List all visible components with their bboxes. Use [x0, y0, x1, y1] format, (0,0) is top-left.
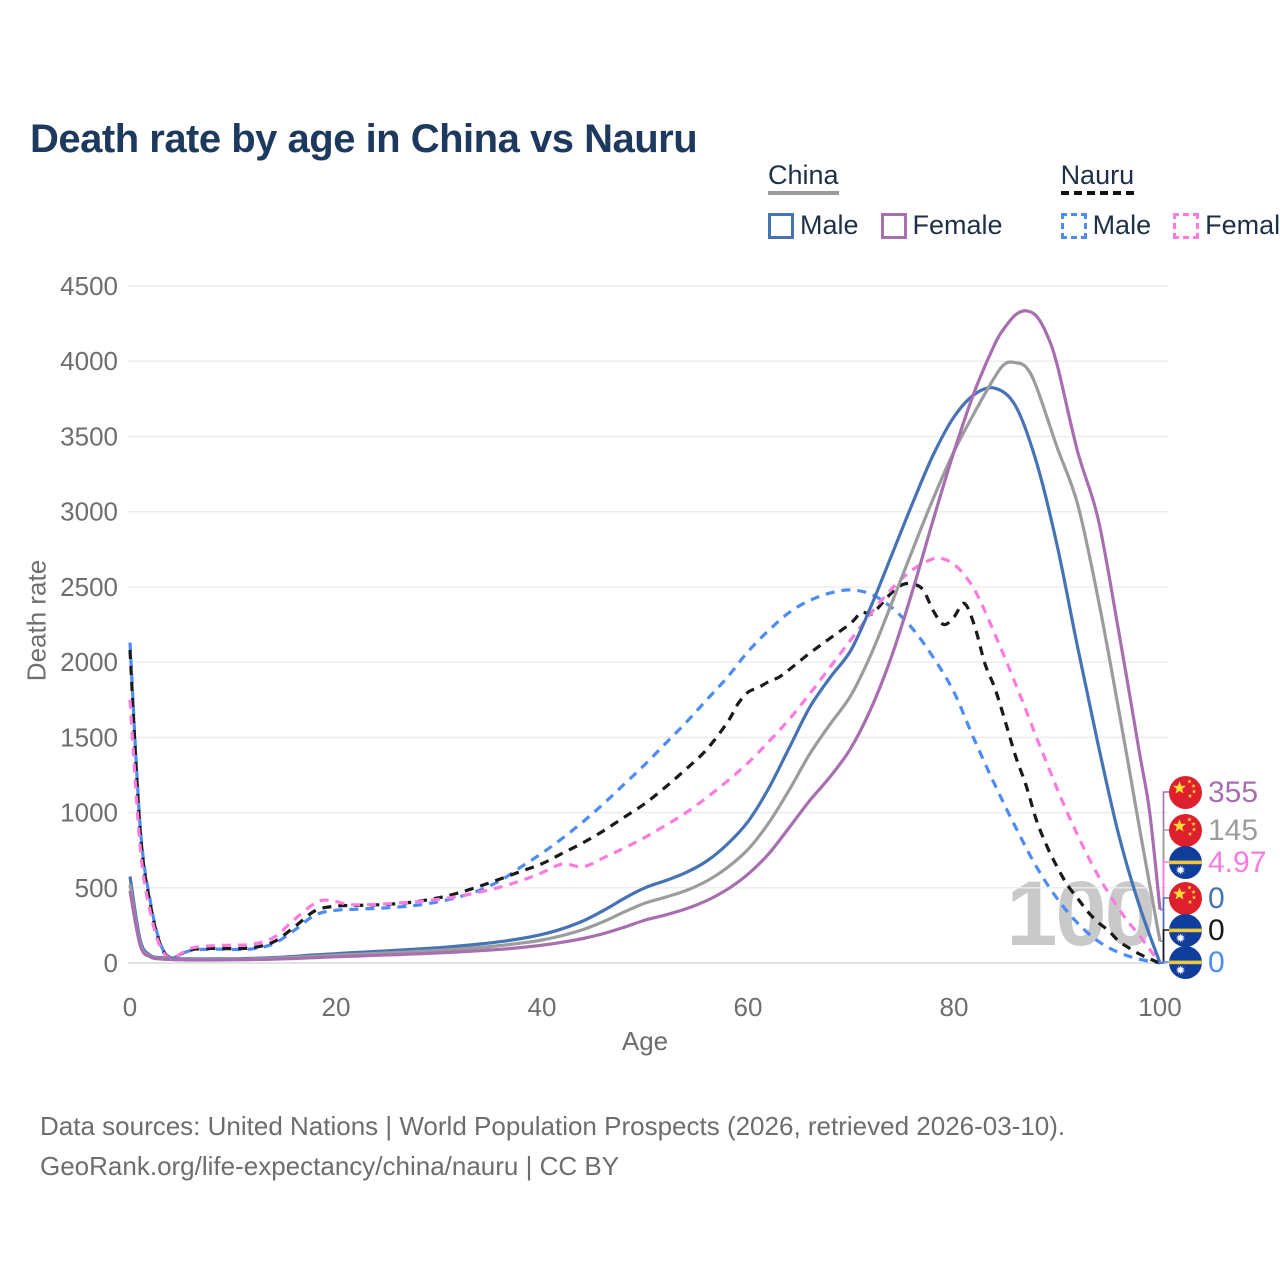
- nauru-flag-icon: [1169, 945, 1202, 979]
- x-tick-label: 80: [940, 992, 969, 1022]
- end-label-china-female: 355: [1169, 775, 1259, 809]
- china-female-swatch-icon: [880, 212, 907, 239]
- x-axis-title: Age: [622, 1026, 668, 1056]
- legend-group-nauru-text: Nauru: [1060, 160, 1135, 190]
- legend-group-nauru: Nauru Male Female: [1060, 160, 1280, 241]
- china-male-swatch-icon: [768, 212, 794, 239]
- y-tick-label: 2000: [60, 647, 118, 677]
- legend-item-china-female[interactable]: Female: [880, 210, 1003, 241]
- end-value: 0: [1208, 945, 1225, 979]
- x-tick-label: 0: [123, 992, 137, 1022]
- series-line-nauru-female: [128, 556, 1162, 964]
- y-tick-label: 0: [104, 948, 118, 978]
- y-tick-label: 1500: [60, 722, 118, 752]
- china-flag-icon: [1169, 775, 1202, 809]
- data-source-line: Data sources: United Nations | World Pop…: [40, 1111, 1066, 1141]
- legend-group-china-label: China: [768, 160, 839, 201]
- legend-group-china: China Male Female: [768, 160, 1003, 241]
- legend-china-line-sample: [768, 191, 839, 195]
- y-tick-label: 2500: [60, 572, 118, 602]
- y-tick-label: 4000: [60, 346, 118, 376]
- x-tick-label: 20: [322, 992, 351, 1022]
- china-flag-icon: [1169, 881, 1202, 915]
- end-label-nauru-female: 4.97: [1169, 845, 1267, 879]
- license-line: GeoRank.org/life-expectancy/china/nauru …: [40, 1151, 620, 1181]
- end-label-china-both: 145: [1169, 813, 1259, 847]
- legend-item-label: Male: [1092, 210, 1152, 240]
- y-tick-label: 3500: [60, 421, 118, 451]
- legend-item-nauru-male[interactable]: Male: [1060, 210, 1152, 241]
- end-value: 145: [1208, 813, 1259, 847]
- legend-item-label: Male: [800, 210, 859, 240]
- y-tick-label: 3000: [60, 497, 118, 527]
- end-label-connector: [1160, 961, 1171, 964]
- legend-item-china-male[interactable]: Male: [768, 210, 859, 241]
- series-line-china-both: [128, 360, 1162, 962]
- nauru-flag-icon: [1169, 845, 1202, 879]
- series-line-nauru-male: [128, 588, 1161, 965]
- series-line-nauru-both: [128, 581, 1161, 965]
- series-line-china-male: [128, 386, 1162, 964]
- x-tick-label: 40: [528, 992, 557, 1022]
- legend-item-label: Female: [912, 210, 1003, 240]
- page-title: Death rate by age in China vs Nauru: [30, 116, 698, 161]
- legend-group-nauru-label: Nauru: [1060, 160, 1135, 201]
- series-line-china-female: [128, 309, 1162, 962]
- legend: China Male Female Nauru Male: [768, 160, 1280, 241]
- nauru-female-swatch-icon: [1173, 212, 1200, 239]
- y-tick-label: 4500: [60, 271, 118, 301]
- end-label-china-male: 0: [1169, 881, 1225, 915]
- x-tick-label: 100: [1138, 992, 1181, 1022]
- china-flag-icon: [1169, 813, 1202, 847]
- end-label-nauru-male: 0: [1169, 945, 1225, 979]
- legend-group-china-text: China: [768, 160, 839, 190]
- end-value: 0: [1208, 913, 1225, 947]
- end-value: 4.97: [1208, 845, 1267, 879]
- end-value: 0: [1208, 881, 1225, 915]
- legend-nauru-line-sample: [1060, 191, 1135, 195]
- x-tick-label: 60: [734, 992, 763, 1022]
- nauru-flag-icon: [1169, 913, 1202, 947]
- legend-item-nauru-female[interactable]: Female: [1173, 210, 1280, 241]
- end-value: 355: [1208, 775, 1259, 809]
- y-tick-label: 500: [75, 873, 118, 903]
- nauru-male-swatch-icon: [1060, 212, 1087, 239]
- footer-credits: Data sources: United Nations | World Pop…: [40, 1106, 1065, 1186]
- y-tick-label: 1000: [60, 798, 118, 828]
- end-label-nauru-both: 0: [1169, 913, 1225, 947]
- legend-item-label: Female: [1205, 210, 1280, 240]
